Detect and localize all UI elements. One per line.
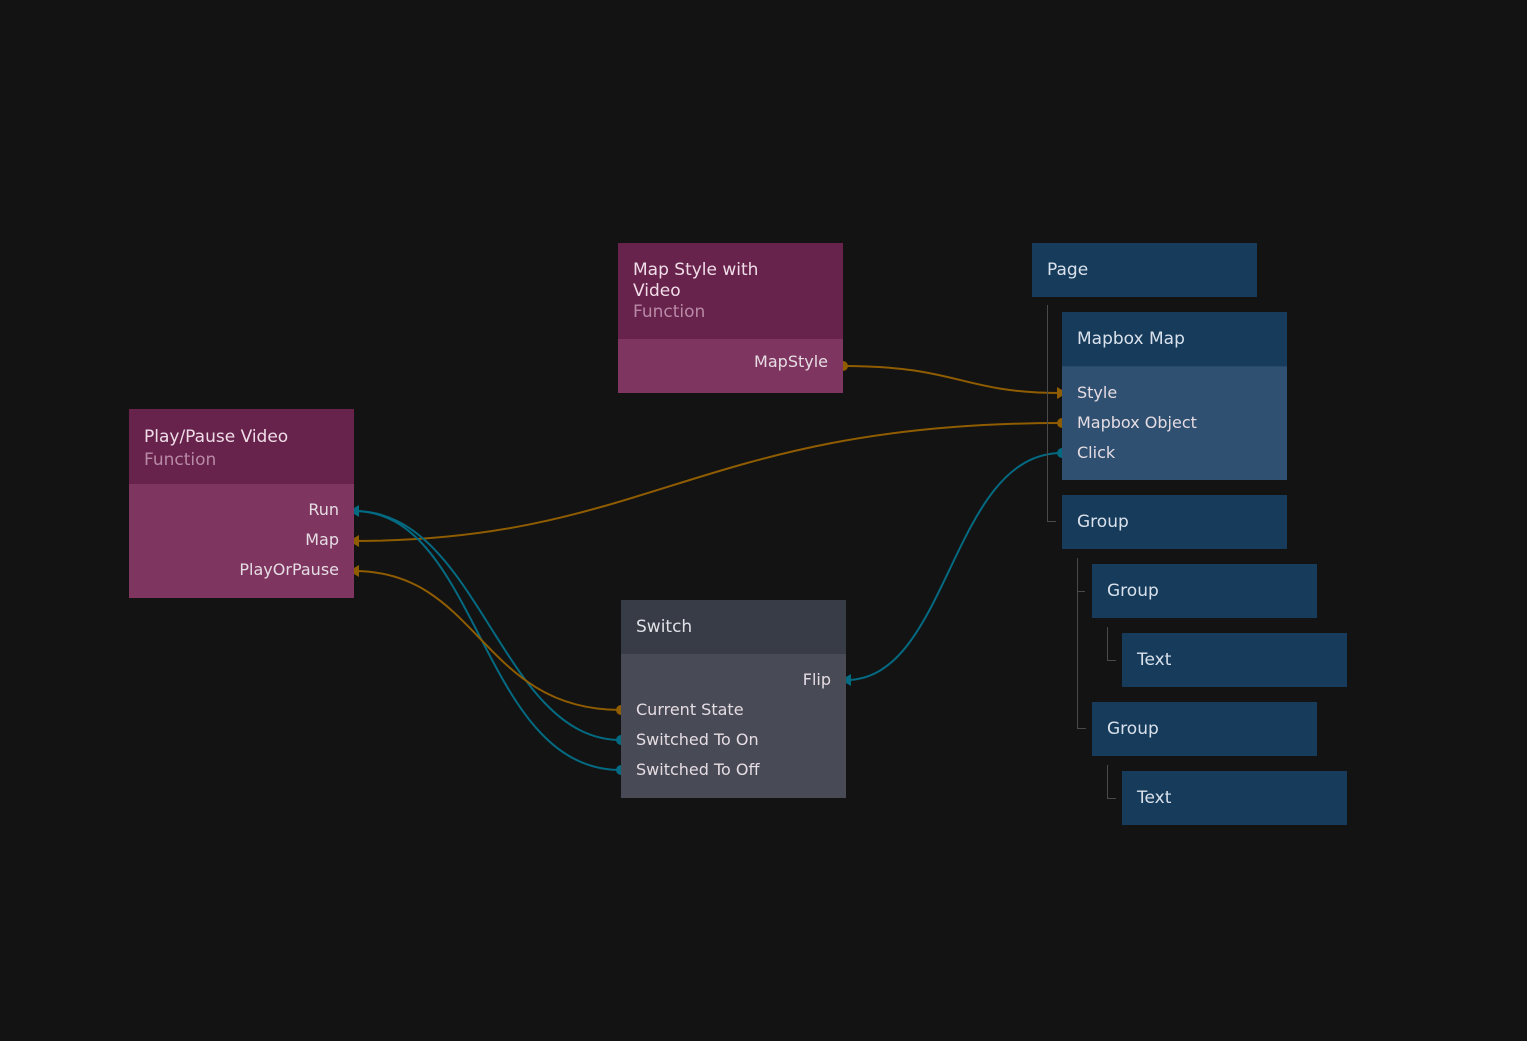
port-switched-to-on[interactable]: Switched To On <box>636 730 759 749</box>
node-title: Page <box>1032 243 1257 297</box>
port-mapbox-object[interactable]: Mapbox Object <box>1077 413 1197 432</box>
node-title: Text <box>1122 633 1347 687</box>
node-title: Group <box>1092 564 1317 618</box>
wire-switched-on-to-run[interactable] <box>353 510 622 741</box>
port-switched-to-off[interactable]: Switched To Off <box>636 760 760 779</box>
tree-line <box>1107 765 1116 799</box>
port-playorpause[interactable]: PlayOrPause <box>239 560 339 579</box>
wire-mapstyle-to-style[interactable] <box>842 365 1063 394</box>
node-title: Play/Pause Video <box>144 427 289 447</box>
tree-line <box>1077 591 1085 592</box>
node-mapbox-map[interactable]: Mapbox Map Style Mapbox Object Click <box>1062 312 1287 480</box>
node-title: Switch <box>621 600 846 654</box>
port-click[interactable]: Click <box>1077 443 1116 462</box>
port-style[interactable]: Style <box>1077 383 1118 402</box>
tree-line <box>1077 558 1086 729</box>
node-title: Group <box>1062 495 1287 549</box>
node-page[interactable]: Page <box>1032 243 1257 297</box>
tree-line <box>1047 305 1056 522</box>
node-play-pause-video[interactable]: Play/Pause Video Function Run Map PlayOr… <box>129 409 354 598</box>
node-text[interactable]: Text <box>1122 633 1347 687</box>
wire-switched-off-to-run[interactable] <box>353 510 622 771</box>
tree-line <box>1107 627 1116 661</box>
port-mapstyle[interactable]: MapStyle <box>754 352 828 371</box>
node-title: Text <box>1122 771 1347 825</box>
port-map[interactable]: Map <box>305 530 339 549</box>
port-run[interactable]: Run <box>308 500 339 519</box>
node-title: Mapbox Map <box>1062 312 1287 366</box>
wire-click-to-flip[interactable] <box>845 452 1063 681</box>
node-title: Group <box>1092 702 1317 756</box>
node-type: Function <box>633 302 706 322</box>
node-text[interactable]: Text <box>1122 771 1347 825</box>
node-group[interactable]: Group <box>1092 702 1317 756</box>
port-flip[interactable]: Flip <box>802 670 831 689</box>
wire-mapbox-object-to-map[interactable] <box>353 422 1063 542</box>
port-current-state[interactable]: Current State <box>636 700 744 719</box>
node-switch[interactable]: Switch Flip Current State Switched To On… <box>621 600 846 798</box>
wire-current-state-to-playorpause[interactable] <box>353 570 622 711</box>
node-group[interactable]: Group <box>1092 564 1317 618</box>
node-group[interactable]: Group <box>1062 495 1287 549</box>
node-type: Function <box>144 450 217 470</box>
node-map-style-with-video[interactable]: Map Style with Video Function MapStyle <box>618 243 843 393</box>
node-title: Map Style with Video <box>633 260 759 301</box>
